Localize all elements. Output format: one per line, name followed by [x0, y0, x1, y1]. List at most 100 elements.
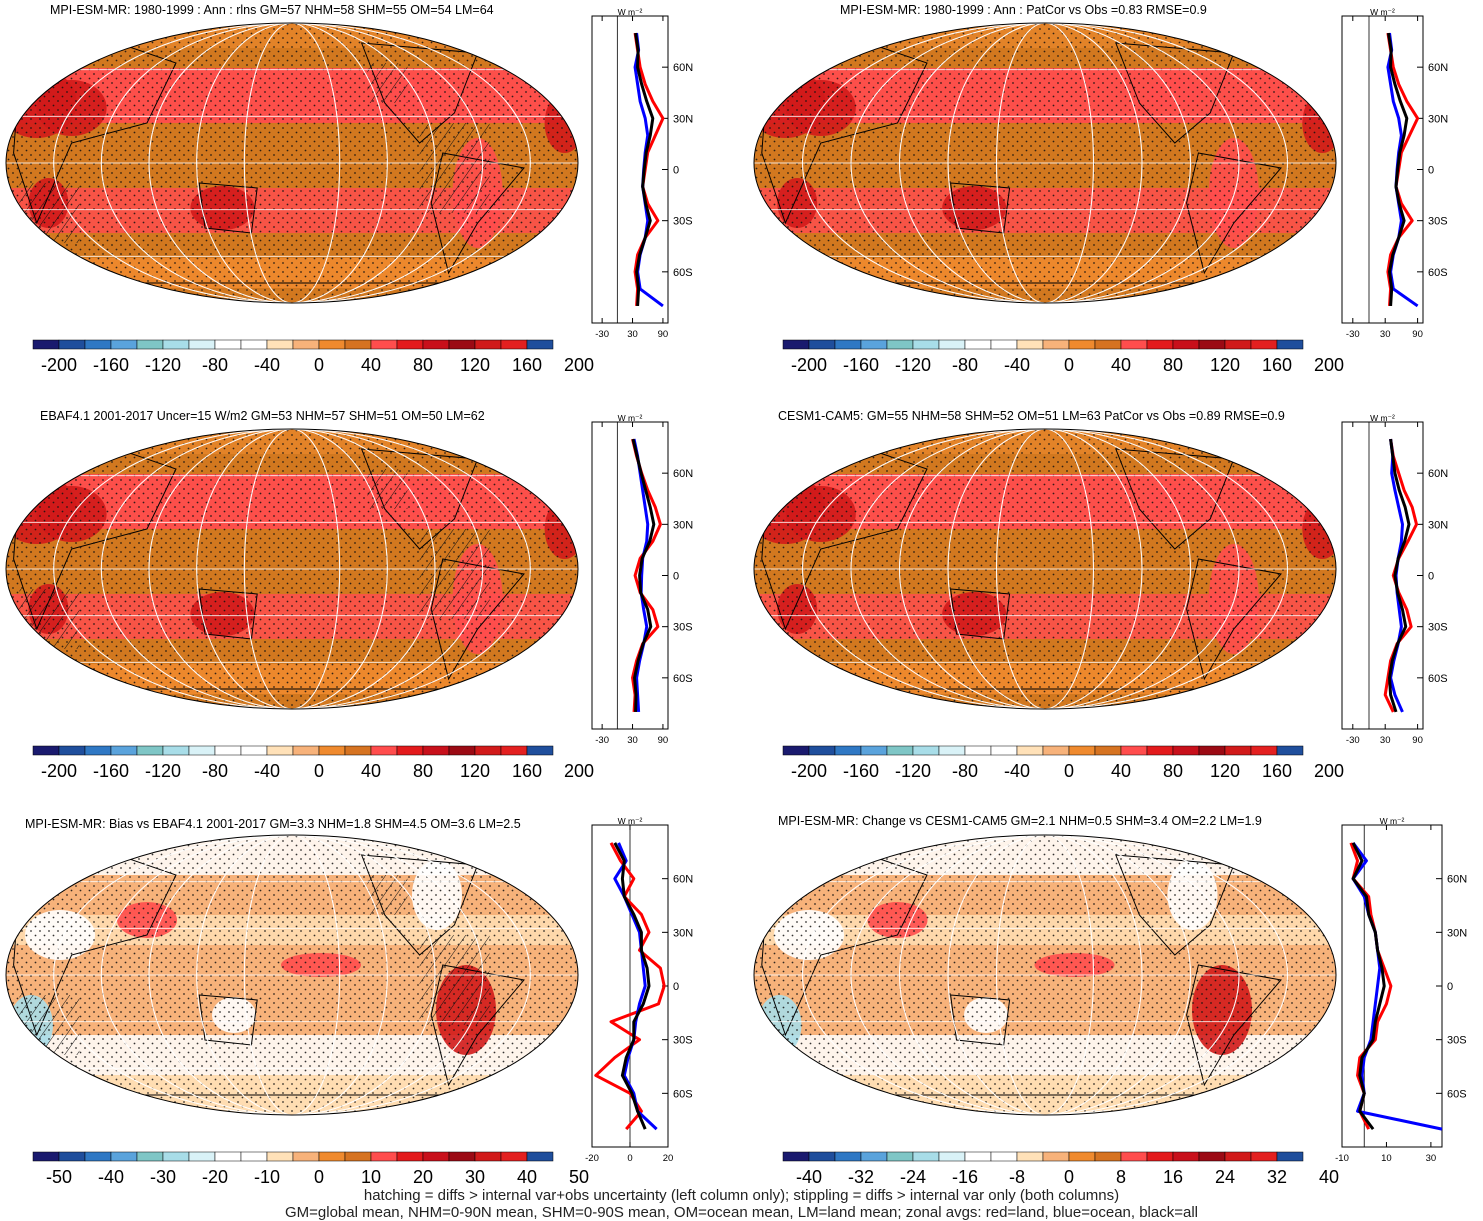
- colorbar-label: -40: [1004, 355, 1030, 375]
- hatching: [419, 123, 490, 213]
- zonal-series-000000: [1388, 438, 1411, 713]
- zonal-frame: [1341, 15, 1424, 324]
- colorbar-box: [938, 1151, 966, 1162]
- longitude-gridline: [802, 23, 1288, 303]
- colorbar-box: [58, 745, 86, 756]
- longitude-gridline: [947, 23, 1143, 303]
- zonal-average-plot: W m⁻² 60N 30N 0 30S 60S -20 0 20: [585, 816, 693, 1164]
- colorbar-label: 0: [1064, 1167, 1074, 1187]
- longitude-gridline: [196, 835, 388, 1115]
- colorbar-box: [990, 1151, 1018, 1162]
- colorbar-box: [136, 339, 164, 350]
- zonal-series-0000ff: [1351, 841, 1443, 1131]
- x-tick-label: -30: [595, 329, 609, 340]
- colorbar-box: [266, 745, 294, 756]
- stippling: [6, 835, 578, 1115]
- colorbar-box: [964, 1151, 992, 1162]
- colorbar: -200 -160 -120 -80 -40 0 40 80 120 160 200: [782, 745, 1344, 781]
- colorbar-box: [500, 745, 528, 756]
- longitude-gridline: [243, 835, 341, 1115]
- colorbar-box: [1120, 745, 1148, 756]
- colorbar-label: -160: [93, 761, 129, 781]
- colorbar-box: [448, 1151, 476, 1162]
- colorbar-box: [84, 1151, 112, 1162]
- colorbar-label: -120: [895, 761, 931, 781]
- colorbar-box: [1250, 745, 1278, 756]
- longitude-gridline: [148, 429, 436, 709]
- panel-title: EBAF4.1 2001-2017 Uncer=15 W/m2 GM=53 NH…: [40, 409, 485, 423]
- colorbar-label: 0: [1064, 355, 1074, 375]
- colorbar-box: [1016, 745, 1044, 756]
- colorbar-box: [834, 745, 862, 756]
- zonal-average-plot: W m⁻² 60N 30N 0 30S 60S -30 30 90: [591, 413, 693, 746]
- longitude-gridline: [899, 835, 1191, 1115]
- zonal-average-plot: W m⁻² 60N 30N 0 30S 60S -30 30 90: [1341, 413, 1448, 746]
- x-tick-label: 30: [627, 329, 638, 340]
- map-fill: [754, 23, 1336, 303]
- colorbar-label: -200: [41, 761, 77, 781]
- colorbar-label: 80: [1163, 761, 1183, 781]
- colorbar-box: [1042, 745, 1070, 756]
- colorbar-box: [1120, 339, 1148, 350]
- map-border: [5, 22, 579, 304]
- y-tick-label: 0: [1428, 165, 1434, 177]
- colorbar-label: 120: [1210, 355, 1240, 375]
- world-map: [753, 22, 1337, 304]
- colorbar-box: [1068, 339, 1096, 350]
- panel-title: MPI-ESM-MR: Bias vs EBAF4.1 2001-2017 GM…: [25, 817, 521, 831]
- hatching: [419, 529, 490, 619]
- map-border: [5, 428, 579, 710]
- colorbar-label: 32: [1267, 1167, 1287, 1187]
- colorbar-box: [1250, 339, 1278, 350]
- colorbar-box: [448, 339, 476, 350]
- colorbar-box: [266, 1151, 294, 1162]
- colorbar-label: 80: [413, 355, 433, 375]
- colorbar-label: -160: [843, 355, 879, 375]
- longitude-gridline: [243, 429, 341, 709]
- colorbar: -200 -160 -120 -80 -40 0 40 80 120 160 200: [782, 339, 1344, 375]
- colorbar-box: [860, 745, 888, 756]
- panel-title: MPI-ESM-MR: 1980-1999 : Ann : rlns GM=57…: [50, 3, 494, 17]
- zonal-average-plot: W m⁻² 60N 30N 0 30S 60S -30 30 90: [1341, 7, 1448, 340]
- y-tick-label: 60N: [1428, 62, 1448, 74]
- colorbar-label: -40: [1004, 761, 1030, 781]
- colorbar-label: 160: [512, 761, 542, 781]
- x-tick-label: -30: [595, 735, 609, 746]
- zonal-series-000000: [634, 32, 655, 307]
- map-fill: [6, 429, 578, 709]
- zonal-average-plot: W m⁻² 60N 30N 0 30S 60S -10 10 30: [1335, 816, 1467, 1164]
- y-tick-label: 30N: [1428, 519, 1448, 531]
- colorbar-box: [912, 339, 940, 350]
- colorbar-box: [396, 339, 424, 350]
- colorbar-box: [1276, 339, 1304, 350]
- hatching: [367, 469, 408, 509]
- longitude-gridline: [802, 429, 1288, 709]
- colorbar-box: [370, 339, 398, 350]
- colorbar-label: 0: [314, 1167, 324, 1187]
- colorbar-label: -200: [791, 355, 827, 375]
- colorbar-label: -120: [145, 355, 181, 375]
- longitude-gridline: [53, 23, 531, 303]
- zonal-series-000000: [1351, 842, 1386, 1131]
- zonal-series-ff0000: [1383, 438, 1419, 713]
- zonal-series-000000: [1386, 32, 1409, 307]
- colorbar-box: [1146, 1151, 1174, 1162]
- colorbar-box: [1198, 745, 1226, 756]
- world-map: [753, 428, 1337, 710]
- colorbar-box: [1094, 745, 1122, 756]
- colorbar-box: [500, 339, 528, 350]
- y-tick-label: 60S: [673, 673, 693, 685]
- y-tick-label: 60S: [673, 1088, 693, 1100]
- longitude-gridline: [996, 23, 1094, 303]
- y-tick-label: 30S: [673, 622, 693, 634]
- zonal-frame: [591, 421, 669, 730]
- colorbar-label: 0: [314, 355, 324, 375]
- map-fill: [6, 835, 578, 1115]
- colorbar-label: 30: [465, 1167, 485, 1187]
- x-tick-label: 90: [658, 735, 669, 746]
- colorbar-box: [214, 1151, 242, 1162]
- x-tick-label: -30: [1346, 735, 1360, 746]
- x-tick-label: -30: [1346, 329, 1360, 340]
- colorbar-box: [84, 339, 112, 350]
- y-tick-label: 60N: [673, 468, 693, 480]
